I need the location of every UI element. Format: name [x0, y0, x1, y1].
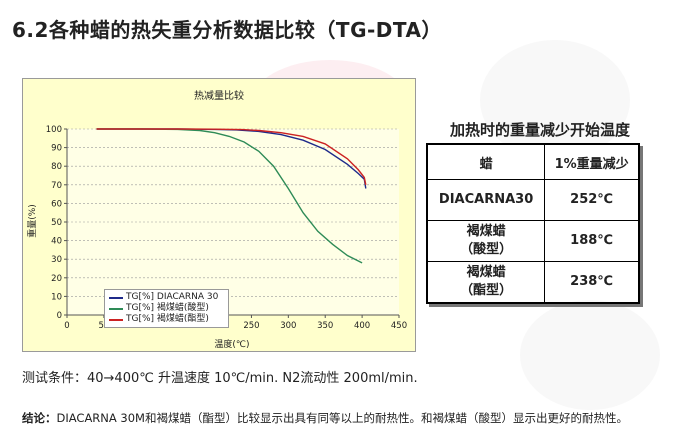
x-tick-label: 250: [243, 321, 259, 331]
y-tick-label: 30: [51, 255, 62, 265]
series-line-2: [96, 128, 363, 264]
x-tick-label: 50: [98, 321, 109, 331]
series-lines: [96, 128, 367, 264]
watermark-shape: [520, 300, 660, 410]
y-axis-label: 重量(%): [26, 204, 38, 238]
y-tick-label: 60: [51, 199, 62, 209]
column-header-1pct-loss: 1%重量减少: [544, 143, 640, 180]
conclusion-label: 结论：: [22, 411, 57, 425]
legend-item-diacarna: TG[%] DIACARNA 30: [109, 292, 224, 303]
y-tick-label: 40: [51, 237, 62, 247]
y-tick-label: 20: [51, 274, 62, 284]
x-tick-label: 0: [64, 321, 69, 331]
x-tick-label: 300: [280, 321, 296, 331]
x-tick-label: 450: [391, 321, 407, 331]
temperature-cell: 238℃: [544, 261, 640, 304]
table-header-row: 蜡 1%重量减少: [426, 143, 640, 180]
x-tick-label: 350: [317, 321, 333, 331]
watermark-shape: [480, 40, 630, 160]
column-header-wax: 蜡: [426, 143, 546, 180]
test-conditions: 测试条件：40→400℃ 升温速度 10℃/min. N2流动性 200ml/m…: [22, 371, 418, 386]
y-tick-label: 0: [57, 311, 62, 321]
legend-swatch: [109, 307, 123, 310]
temperature-cell: 252℃: [544, 179, 640, 221]
temperature-cell: 188℃: [544, 220, 640, 262]
x-tick-label: 400: [354, 321, 370, 331]
chart-title: 热减量比较: [194, 89, 244, 102]
series-line-3: [96, 128, 367, 185]
legend-swatch: [109, 296, 123, 299]
legend-label: TG[%] 褐煤蜡(酯型): [126, 314, 209, 324]
legend-label: TG[%] DIACARNA 30: [126, 292, 219, 302]
table-row: 褐煤蜡 （酯型） 238℃: [426, 261, 640, 304]
y-tick-label: 90: [51, 144, 62, 154]
weight-loss-table: 蜡 1%重量减少 DIACARNA30 252℃ 褐煤蜡 （酸型） 188℃ 褐…: [426, 143, 640, 304]
wax-name-cell: 褐煤蜡 （酯型）: [426, 261, 546, 304]
legend-item-acid-wax: TG[%] 褐煤蜡(酸型): [109, 303, 224, 314]
y-tick-label: 50: [51, 218, 62, 228]
chart-legend: TG[%] DIACARNA 30 TG[%] 褐煤蜡(酸型) TG[%] 褐煤…: [104, 289, 229, 328]
wax-name-cell: 褐煤蜡 （酸型）: [426, 220, 546, 262]
table-row: 褐煤蜡 （酸型） 188℃: [426, 220, 640, 262]
conclusion: 结论：DIACARNA 30M和褐煤蜡（酯型）比较显示出具有同等以上的耐热性。和…: [22, 410, 628, 426]
table-row: DIACARNA30 252℃: [426, 179, 640, 221]
y-tick-label: 100: [46, 125, 62, 135]
legend-label: TG[%] 褐煤蜡(酸型): [126, 303, 209, 313]
chart-container: 热减量比较 0501001502002503003504004500102030…: [22, 78, 416, 352]
y-tick-label: 70: [51, 181, 62, 191]
table-title: 加热时的重量减少开始温度: [449, 121, 630, 139]
x-axis-label: 温度(℃): [214, 338, 249, 350]
grid: [67, 128, 399, 316]
y-tick-label: 10: [51, 292, 62, 302]
page-heading: 6.2各种蜡的热失重分析数据比较（TG-DTA）: [12, 18, 442, 42]
legend-swatch: [109, 318, 123, 321]
conclusion-text: DIACARNA 30M和褐煤蜡（酯型）比较显示出具有同等以上的耐热性。和褐煤蜡…: [56, 411, 628, 425]
wax-name-cell: DIACARNA30: [426, 179, 546, 221]
y-tick-label: 80: [51, 162, 62, 172]
legend-item-ester-wax: TG[%] 褐煤蜡(酯型): [109, 314, 224, 325]
